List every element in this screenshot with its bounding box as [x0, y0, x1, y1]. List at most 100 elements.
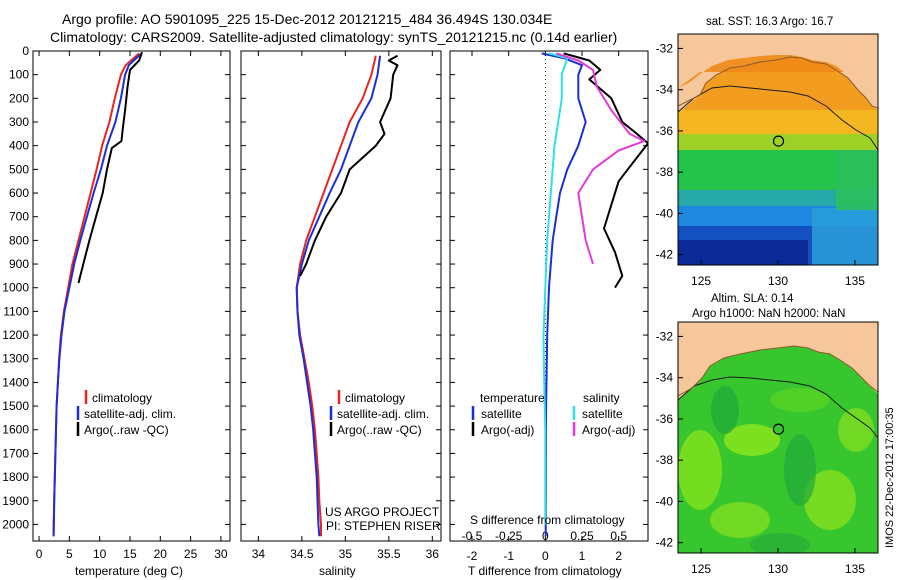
legend-label-argo: Argo(..raw -QC): [84, 423, 169, 437]
depth-axis: 0 100 200 300 400 500 600 700 800 900 1000 1100 1200…: [2, 44, 648, 531]
legend-label-satellite: satellite-adj. clim.: [84, 407, 176, 421]
map-y-tick-label: -32: [656, 41, 674, 55]
sst-map-axes: 125 130 135 -32 -34 -36 -38 -40 -42: [656, 41, 866, 288]
map-x-tick-label: 135: [845, 274, 865, 288]
x-tick-label: 15: [123, 547, 137, 561]
legend-label-satellite: satellite-adj. clim.: [337, 407, 429, 421]
x-tick-label: 35: [339, 547, 353, 561]
sla-map: [678, 322, 878, 553]
sla-high-anomaly: [678, 430, 722, 510]
project-annotation: US ARGO PROJECT: [325, 505, 440, 519]
x-tick-label: 20: [154, 547, 168, 561]
temperature-legend: climatology satellite-adj. clim. Argo(..…: [76, 390, 176, 437]
s-tick-label: 0.5: [610, 529, 627, 543]
series-line-salinity-2: [299, 54, 399, 277]
depth-tick-label: 0: [22, 44, 29, 58]
sla-high-anomaly: [838, 408, 874, 452]
legend-title-salinity: salinity: [583, 391, 620, 405]
legend-label-s-satellite: satellite: [582, 407, 623, 421]
depth-tick-label: 1700: [2, 446, 29, 460]
pi-annotation: PI: STEPHEN RISER: [326, 519, 441, 533]
salinity-series: [295, 54, 399, 537]
x-tick-label: 5: [66, 547, 73, 561]
sla-map-subtitle: Argo h1000: NaN h2000: NaN: [692, 308, 845, 320]
x-tick-label: 34: [252, 547, 266, 561]
map-y-tick-label: -34: [656, 83, 674, 97]
x-tick-label: 2: [615, 549, 622, 563]
imos-timestamp-watermark: IMOS 22-Dec-2012 17:00:35: [884, 407, 896, 548]
depth-tick-label: 600: [9, 186, 29, 200]
difference-legend: temperature salinity satellite Argo(-adj…: [471, 391, 635, 437]
series-line-temperature-2: [77, 51, 144, 284]
map-x-tick-label: 125: [691, 274, 711, 288]
sst-warm-band-edge: [678, 55, 844, 88]
temperature-series: [52, 51, 144, 537]
sla-profile-location-marker: [772, 423, 785, 435]
map-y-tick-label: -38: [656, 165, 674, 179]
sla-depth-contour: [678, 376, 878, 439]
depth-tick-label: 1500: [2, 399, 29, 413]
depth-tick-label: 400: [9, 139, 29, 153]
map-y-tick-label: -36: [656, 124, 674, 138]
depth-tick-label: 500: [9, 162, 29, 176]
sla-map-axes: 125 130 135 -32 -34 -36 -38 -40 -42: [656, 329, 866, 576]
x-tick-label: 35.5: [377, 547, 401, 561]
s-tick-label: 0.25: [570, 529, 594, 543]
sst-profile-location-marker: [772, 135, 785, 147]
sst-patch-east: [812, 208, 878, 265]
depth-tick-label: 200: [9, 91, 29, 105]
header-title: Argo profile: AO 5901095_225 15-Dec-2012…: [62, 11, 552, 27]
legend-title-temperature: temperature: [480, 391, 545, 405]
depth-tick-label: 900: [9, 257, 29, 271]
depth-tick-label: 1600: [2, 423, 29, 437]
salinity-x-axis: 34 34.5 35 35.5 36: [252, 51, 440, 561]
s-tick-label: -0.5: [462, 529, 483, 543]
series-line-salinity-1: [295, 55, 382, 537]
sla-high-anomaly: [724, 424, 780, 456]
sla-high-anomaly: [710, 502, 770, 538]
series-line-salinity-0: [295, 55, 377, 537]
sla-low-anomaly: [711, 386, 739, 434]
map-y-tick-label: -40: [656, 206, 674, 220]
sst-map-title: sat. SST: 16.3 Argo: 16.7: [706, 16, 833, 28]
depth-tick-label: 1300: [2, 352, 29, 366]
x-tick-label: 10: [93, 547, 107, 561]
map-x-tick-label: 130: [768, 562, 788, 576]
difference-series: [541, 52, 648, 537]
t-difference-label: T difference from climatology: [468, 564, 622, 578]
map-y-tick-label: -32: [656, 329, 674, 343]
x-tick-label: 36: [426, 547, 440, 561]
header-subtitle: Climatology: CARS2009. Satellite-adjuste…: [50, 29, 617, 45]
legend-label-climatology: climatology: [345, 391, 405, 405]
salinity-plot-frame: [240, 50, 442, 542]
depth-tick-label: 1000: [2, 281, 29, 295]
sst-patch-green-east: [836, 150, 878, 210]
sla-high-anomaly: [770, 388, 830, 412]
depth-tick-label: 800: [9, 233, 29, 247]
temperature-plot-frame: [32, 50, 231, 542]
sla-coastline: [678, 345, 878, 397]
series-line-difference-2: [542, 52, 569, 525]
depth-tick-label: 1400: [2, 375, 29, 389]
depth-tick-label: 700: [9, 210, 29, 224]
series-line-difference-1: [563, 52, 648, 289]
map-y-tick-label: -34: [656, 371, 674, 385]
x-tick-label: -2: [467, 549, 478, 563]
x-tick-label: 1: [579, 549, 586, 563]
x-tick-label: 30: [214, 547, 228, 561]
difference-plot-frame: [449, 50, 649, 542]
sst-depth-contour: [678, 85, 878, 151]
map-x-tick-label: 125: [691, 562, 711, 576]
depth-tick-label: 1900: [2, 494, 29, 508]
x-tick-label: 0: [542, 549, 549, 563]
salinity-legend: climatology satellite-adj. clim. Argo(..…: [329, 390, 429, 437]
depth-tick-label: 100: [9, 68, 29, 82]
series-line-difference-0: [541, 52, 587, 537]
depth-tick-label: 1800: [2, 470, 29, 484]
s-tick-label: -0.25: [495, 529, 523, 543]
legend-label-argo: Argo(..raw -QC): [337, 423, 422, 437]
series-line-temperature-0: [52, 52, 140, 537]
sla-low-anomaly: [784, 434, 816, 506]
sst-map: [678, 34, 878, 265]
